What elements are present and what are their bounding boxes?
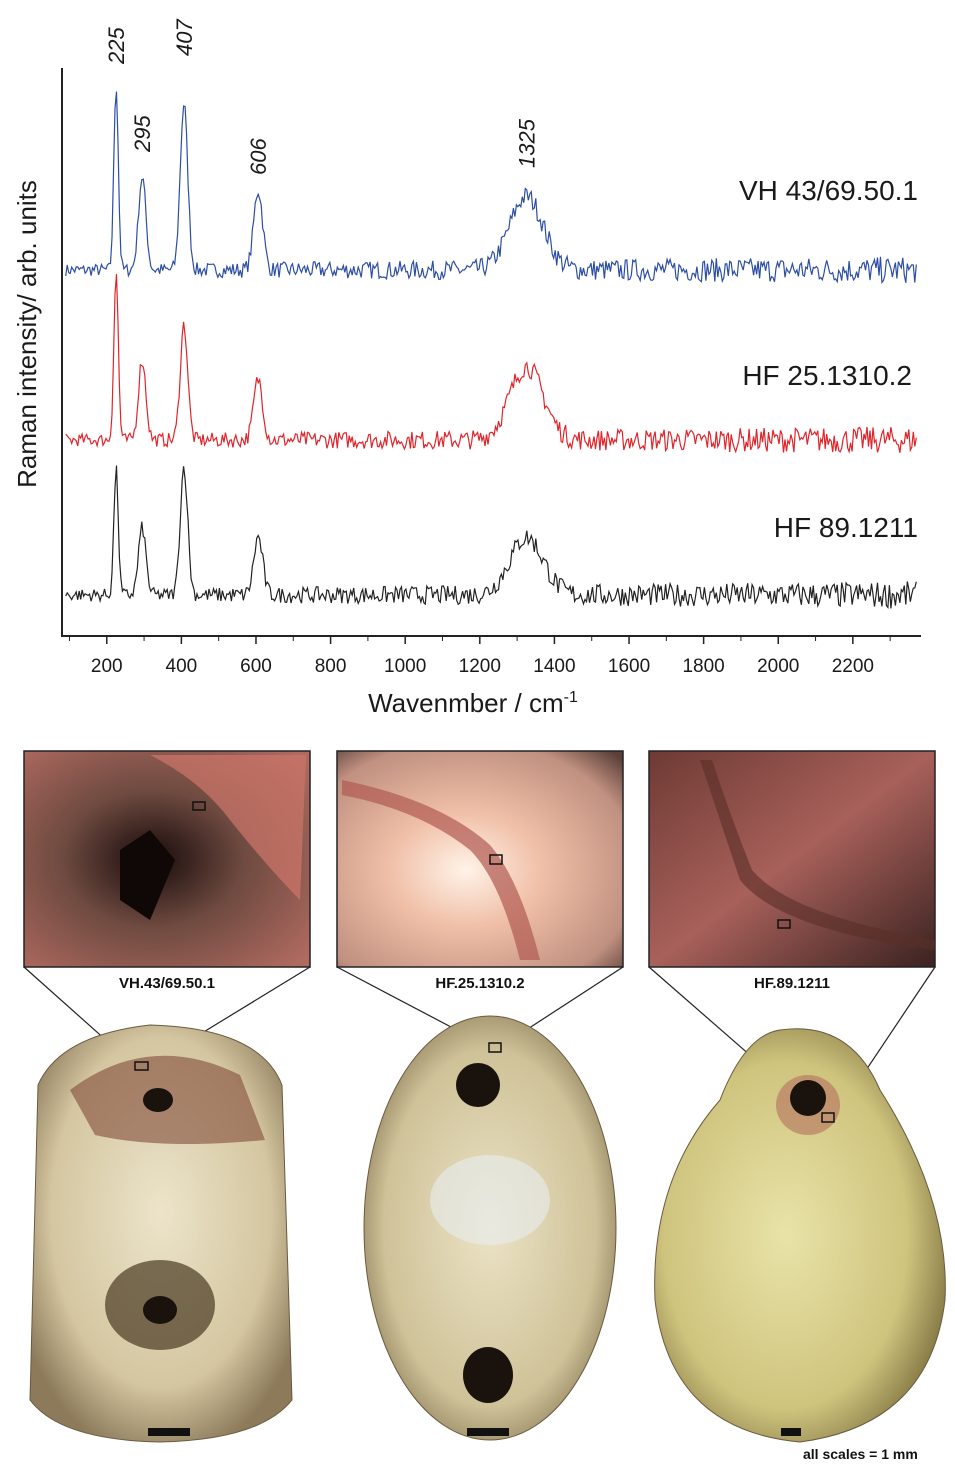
bead-3-body [654, 1028, 946, 1443]
peak-label-295: 295 [130, 115, 155, 153]
y-axis-title: Raman intensity/ arb. units [12, 180, 42, 488]
scale-note: all scales = 1 mm [803, 1446, 918, 1462]
scale-bar-2 [467, 1428, 509, 1436]
peak-label-1325: 1325 [514, 118, 539, 168]
scale-bar-3 [781, 1428, 801, 1436]
bead-1-hole-bottom [143, 1296, 177, 1324]
series-line-3 [65, 465, 917, 609]
x-tick-label: 800 [315, 656, 347, 677]
closeup-photo-1-label: VH.43/69.50.1 [119, 975, 215, 992]
closeup-photo-2-pigment [342, 780, 540, 960]
scale-bar-1 [148, 1428, 190, 1436]
x-tick-label: 1200 [459, 656, 501, 677]
bead-2-hole-bottom [463, 1347, 513, 1403]
closeup-photo-1-pigment [150, 755, 306, 900]
bead-3-hole [790, 1080, 826, 1116]
closeup-photo-1-marker [192, 801, 206, 811]
peak-label-225: 225 [104, 27, 129, 65]
x-tick-label: 400 [166, 656, 198, 677]
closeup-photo-3-crack [700, 760, 935, 950]
x-tick-label: 2000 [757, 656, 799, 677]
bead-2-hole-top [456, 1063, 500, 1107]
x-tick-label: 1000 [384, 656, 426, 677]
series-line-2 [65, 274, 917, 454]
raman-spectra-plot: 225 295 407 606 1325 VH 43/69.50.1 HF 25.1310… [12, 19, 921, 718]
x-tick-label: 2200 [832, 656, 874, 677]
x-axis-title: Wavenmber / cm-1 [368, 688, 578, 718]
x-tick-label: 600 [240, 656, 272, 677]
bead-2-marker [488, 1042, 502, 1053]
x-tick-label: 200 [91, 656, 123, 677]
photo-panel-1: VH.43/69.50.1 [23, 750, 311, 992]
closeup-photo-2-marker [489, 854, 503, 865]
bead-3 [654, 1028, 946, 1443]
series-label-2: HF 25.1310.2 [742, 360, 912, 391]
x-tick-label: 1800 [682, 656, 724, 677]
closeup-photo-3-marker [777, 919, 791, 929]
bead-1-marker [134, 1061, 149, 1071]
photo-panel-3: HF.89.1211 [648, 750, 936, 992]
bead-3-marker [821, 1112, 835, 1123]
bead-2 [363, 1015, 617, 1441]
series-label-3: HF 89.1211 [774, 512, 918, 543]
bead-1 [29, 1024, 293, 1443]
series-label-1: VH 43/69.50.1 [739, 175, 918, 206]
closeup-photo-1-hole [120, 830, 175, 920]
bead-1-hole-top [143, 1088, 173, 1112]
x-tick-label: 1400 [533, 656, 575, 677]
peak-label-407: 407 [172, 19, 197, 56]
peak-label-606: 606 [246, 138, 271, 175]
photo-panel-2: HF.25.1310.2 [336, 750, 624, 992]
closeup-photo-3-label: HF.89.1211 [754, 975, 830, 992]
x-tick-label: 1600 [608, 656, 650, 677]
bead-2-highlight [430, 1155, 550, 1245]
closeup-photo-2-label: HF.25.1310.2 [435, 975, 524, 992]
series-line-1 [65, 91, 917, 284]
